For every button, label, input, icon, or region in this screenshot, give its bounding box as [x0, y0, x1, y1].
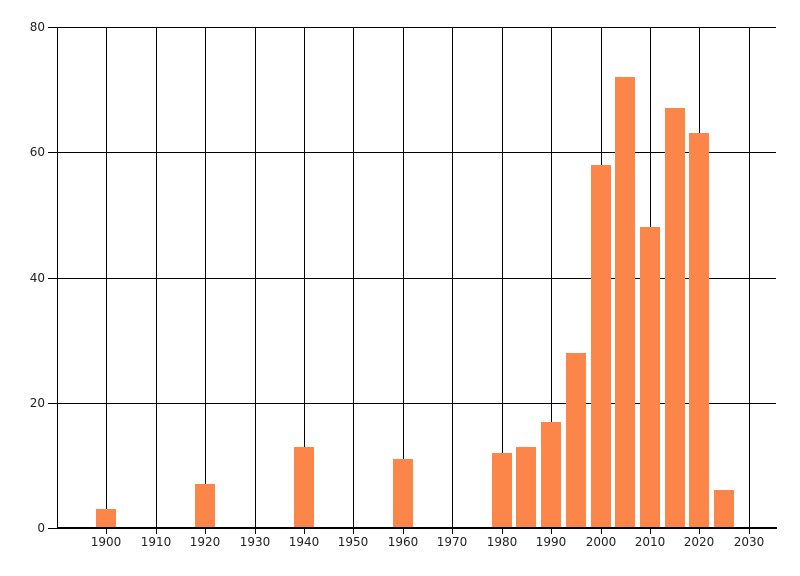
x-tick-label-1940: 1940: [288, 535, 320, 549]
x-tick-label-2020: 2020: [683, 535, 715, 549]
x-tick-1930: [255, 529, 256, 534]
y-tick-60: [48, 152, 57, 153]
x-tick-label-1980: 1980: [486, 535, 518, 549]
x-tick-label-1920: 1920: [189, 535, 221, 549]
bar-2015: [665, 108, 685, 528]
gridline-x-1960: [403, 27, 404, 528]
gridline-y-80: [57, 27, 776, 28]
x-tick-2010: [650, 529, 651, 534]
x-tick-1990: [551, 529, 552, 534]
gridline-x-1990: [551, 27, 552, 528]
bar-1960: [393, 459, 413, 528]
x-tick-2030: [749, 529, 750, 534]
gridline-x-1980: [502, 27, 503, 528]
y-tick-80: [48, 27, 57, 28]
gridline-x-1970: [452, 27, 453, 528]
y-tick-label-60: 60: [29, 145, 45, 159]
x-tick-1900: [106, 529, 107, 534]
gridline-y-40: [57, 278, 776, 279]
bar-2010: [640, 227, 660, 528]
x-tick-label-1990: 1990: [535, 535, 567, 549]
x-tick-1910: [156, 529, 157, 534]
x-tick-label-1900: 1900: [90, 535, 122, 549]
gridline-x-1910: [156, 27, 157, 528]
bar-1995: [566, 353, 586, 528]
x-tick-label-1950: 1950: [337, 535, 369, 549]
bar-1920: [195, 484, 215, 528]
gridline-y-60: [57, 152, 776, 153]
gridline-x-1920: [205, 27, 206, 528]
x-tick-1950: [353, 529, 354, 534]
bar-2000: [591, 165, 611, 528]
gridline-x-1930: [255, 27, 256, 528]
y-tick-label-20: 20: [29, 396, 45, 410]
x-tick-1940: [304, 529, 305, 534]
bar-1900: [96, 509, 116, 528]
gridline-x-1950: [353, 27, 354, 528]
y-tick-label-80: 80: [29, 20, 45, 34]
gridline-x-1900: [106, 27, 107, 528]
bar-1985: [516, 447, 536, 528]
x-tick-label-1970: 1970: [436, 535, 468, 549]
y-tick-0: [48, 528, 57, 529]
gridline-x-2030: [749, 27, 750, 528]
x-axis-line: [57, 527, 777, 529]
gridline-y-20: [57, 403, 776, 404]
x-tick-label-2000: 2000: [585, 535, 617, 549]
x-tick-2000: [601, 529, 602, 534]
x-tick-label-1910: 1910: [140, 535, 172, 549]
y-axis-line: [57, 27, 58, 528]
y-tick-label-40: 40: [29, 271, 45, 285]
x-tick-1960: [403, 529, 404, 534]
gridline-x-1940: [304, 27, 305, 528]
x-tick-2020: [699, 529, 700, 534]
x-tick-1980: [502, 529, 503, 534]
y-tick-40: [48, 278, 57, 279]
x-tick-label-2010: 2010: [634, 535, 666, 549]
bar-2025: [714, 490, 734, 528]
x-tick-1920: [205, 529, 206, 534]
bar-2005: [615, 77, 635, 528]
y-tick-label-0: 0: [37, 521, 45, 535]
bar-2020: [689, 133, 709, 528]
x-tick-label-2030: 2030: [733, 535, 765, 549]
bar-1940: [294, 447, 314, 528]
bar-1980: [492, 453, 512, 528]
x-tick-1970: [452, 529, 453, 534]
bar-1990: [541, 422, 561, 528]
x-tick-label-1930: 1930: [239, 535, 271, 549]
y-tick-20: [48, 403, 57, 404]
x-tick-label-1960: 1960: [387, 535, 419, 549]
